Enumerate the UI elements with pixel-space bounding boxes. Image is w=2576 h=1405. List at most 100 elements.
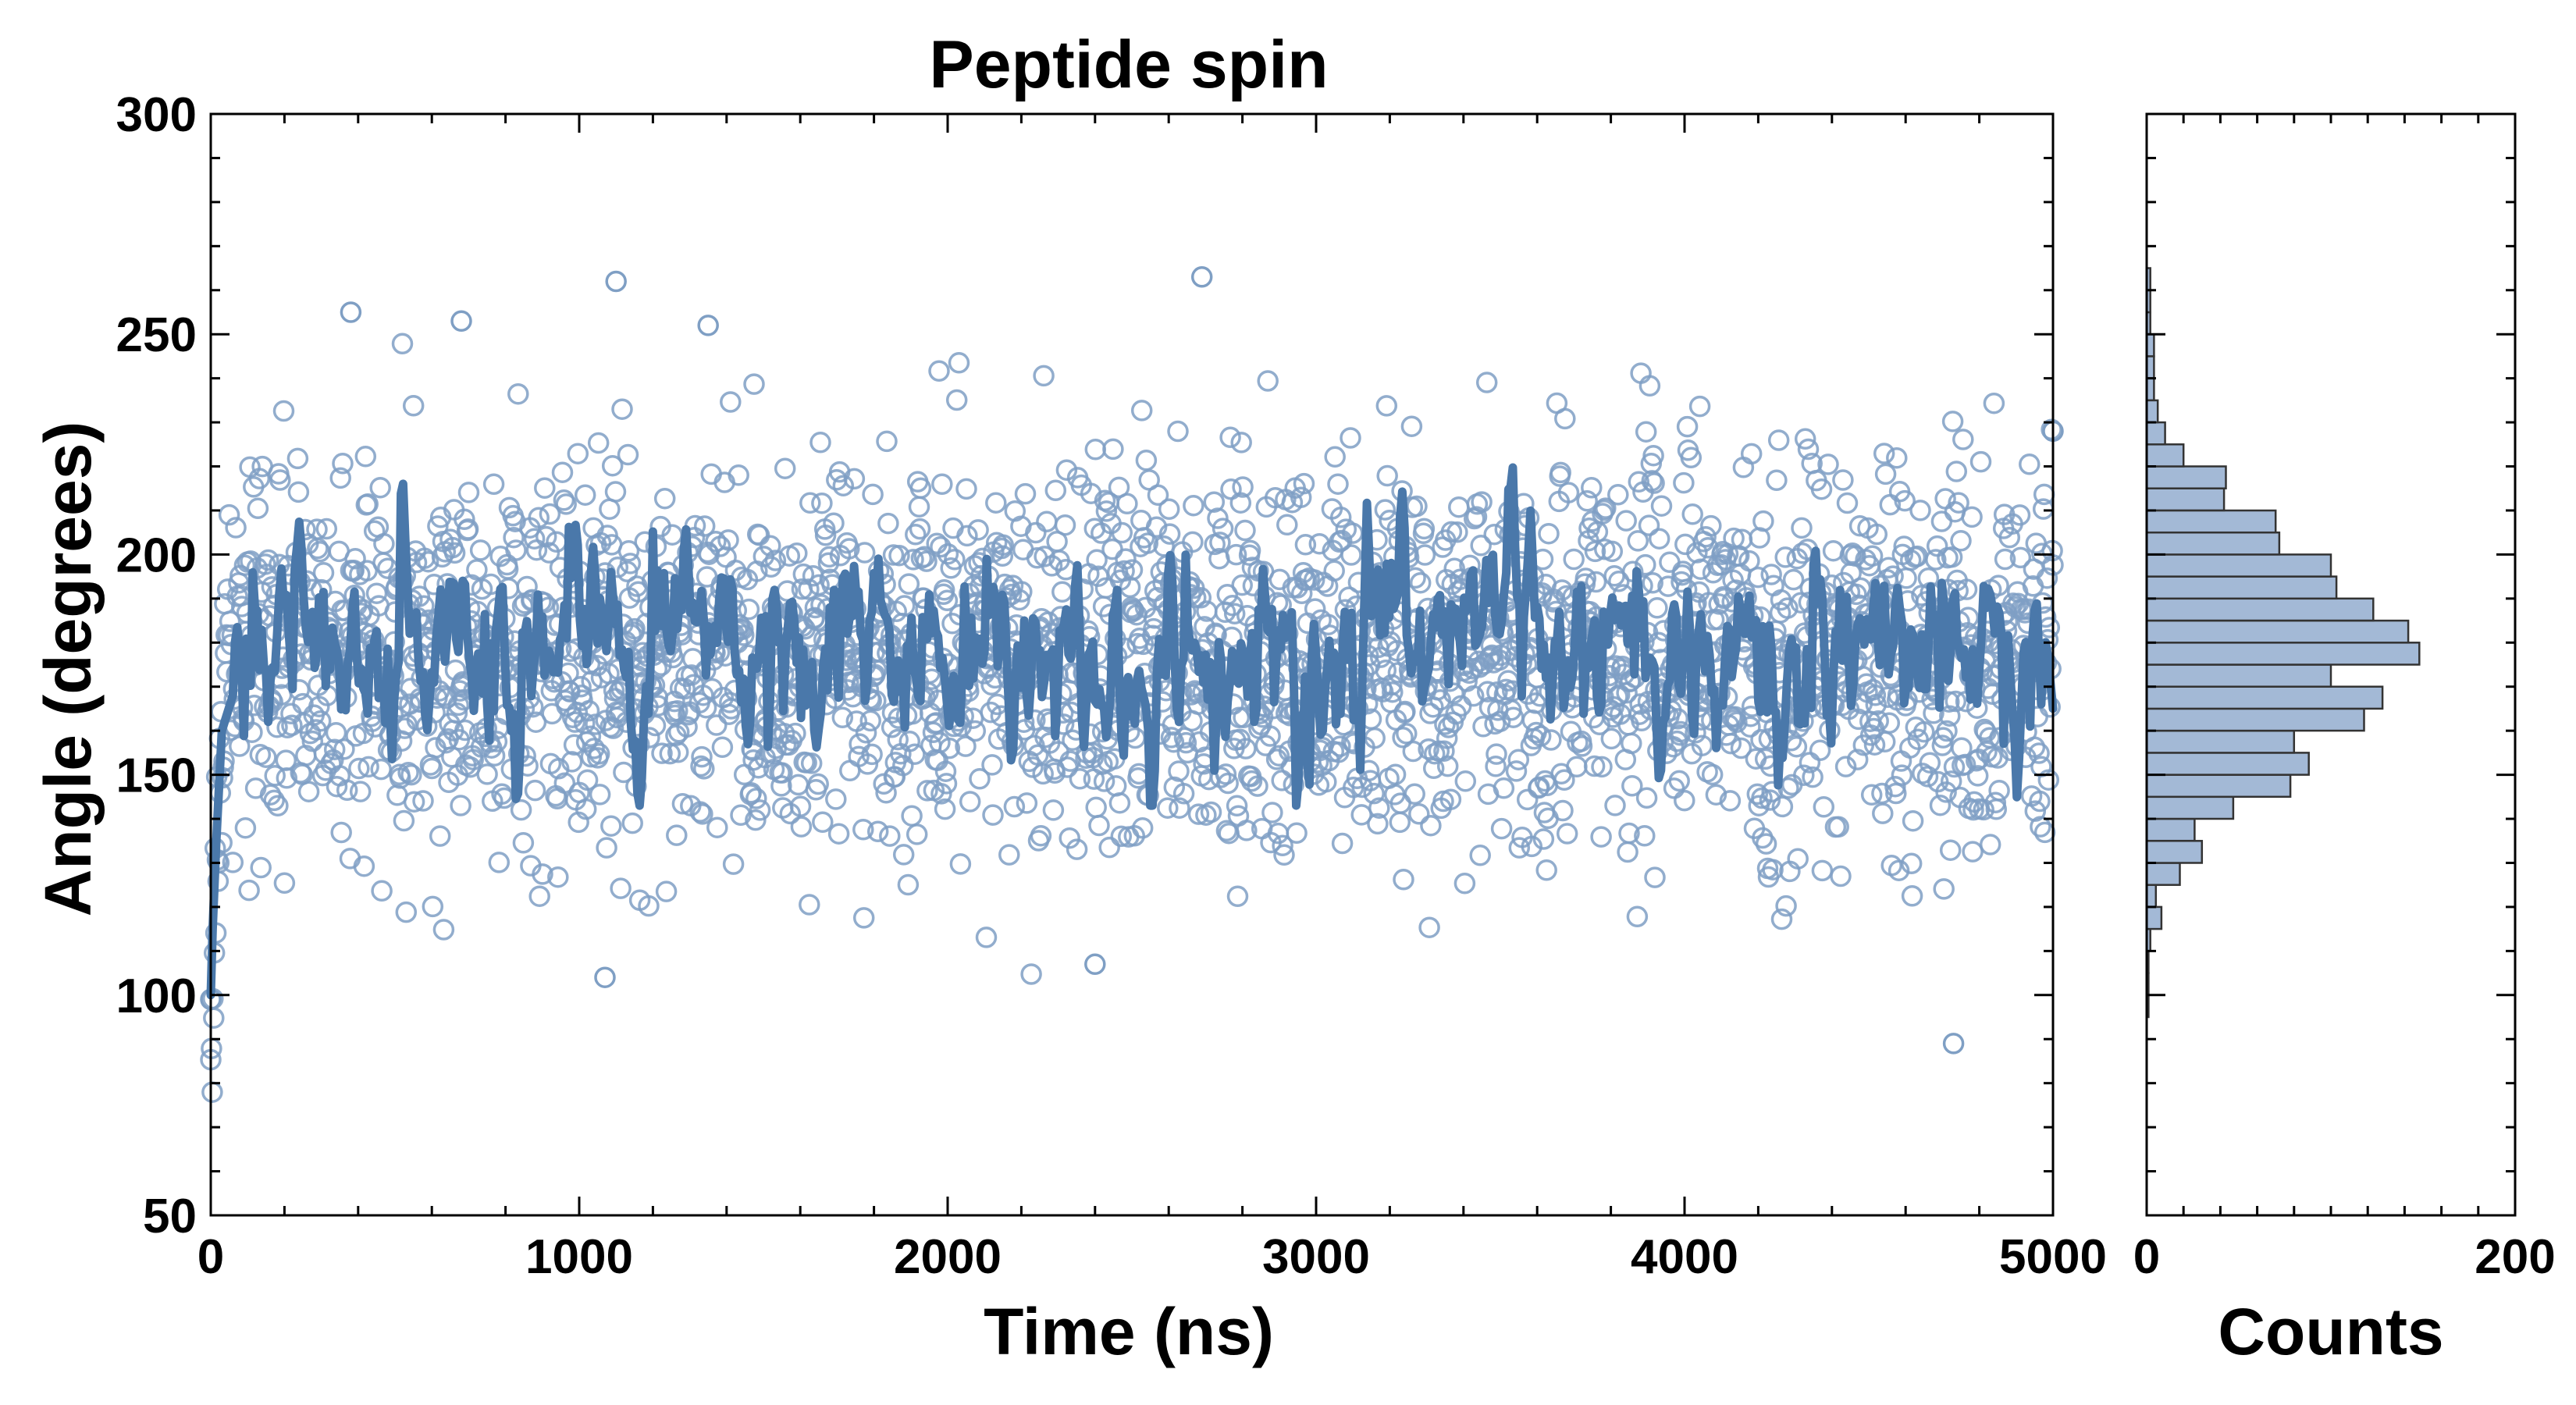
histogram-bar xyxy=(2145,487,2226,512)
scatter-point xyxy=(528,885,550,907)
scatter-point xyxy=(949,853,972,875)
scatter-point xyxy=(1364,727,1386,749)
scatter-point xyxy=(1873,443,1895,464)
scatter-point xyxy=(955,478,977,500)
scatter-point xyxy=(1340,544,1362,566)
scatter-point xyxy=(934,798,956,820)
scatter-point xyxy=(1130,400,1153,422)
scatter-point xyxy=(1601,540,1624,563)
scatter-point xyxy=(730,804,752,827)
scatter-point xyxy=(400,763,422,786)
scatter-point xyxy=(916,780,938,802)
scatter-point xyxy=(933,579,955,601)
scatter-point xyxy=(866,820,889,843)
scatter-point xyxy=(1638,514,1660,536)
scatter-point xyxy=(909,477,932,500)
scatter-point xyxy=(909,518,931,540)
scatter-point xyxy=(1315,770,1337,793)
scatter-point xyxy=(1402,740,1425,763)
scatter-point xyxy=(1759,789,1781,811)
scatter-point xyxy=(740,781,762,804)
scatter-point xyxy=(1203,491,1226,513)
scatter-point xyxy=(1557,482,1580,503)
scatter-point xyxy=(1408,803,1430,825)
scatter-point xyxy=(893,595,916,617)
scatter-point xyxy=(1030,824,1052,847)
scatter-point xyxy=(1939,839,1962,861)
scatter-point xyxy=(1628,471,1650,493)
scatter-point xyxy=(535,525,557,548)
scatter-point xyxy=(1676,415,1699,438)
histogram-bar xyxy=(2145,399,2159,424)
scatter-point xyxy=(800,752,823,774)
scatter-point xyxy=(1327,473,1349,495)
scatter-point xyxy=(1286,822,1308,845)
y-tick-label: 300 xyxy=(116,88,197,142)
scatter-point xyxy=(423,574,445,596)
scatter-point xyxy=(1443,557,1465,580)
histogram-bar xyxy=(2145,729,2296,754)
scatter-point xyxy=(605,270,627,293)
scatter-point xyxy=(1615,510,1637,532)
scatter-point xyxy=(336,779,358,802)
scatter-point xyxy=(964,720,987,742)
y-axis-label: Angle (degrees) xyxy=(31,422,105,917)
scatter-point xyxy=(1162,731,1185,753)
scatter-point xyxy=(855,722,877,744)
scatter-point xyxy=(1167,420,1189,443)
scatter-point xyxy=(931,473,953,496)
scatter-point xyxy=(1595,497,1617,519)
scatter-point xyxy=(1627,530,1649,552)
scatter-point xyxy=(1929,794,1952,816)
scatter-point xyxy=(1935,781,1957,803)
scatter-point xyxy=(1507,749,1530,770)
y-tick-label: 50 xyxy=(143,1190,197,1243)
x-axis-label: Time (ns) xyxy=(984,1295,1274,1368)
scatter-point xyxy=(1272,834,1293,857)
scatter-point xyxy=(555,493,577,515)
scatter-point xyxy=(1207,507,1229,529)
scatter-point xyxy=(358,756,379,778)
scatter-point xyxy=(832,475,855,496)
scatter-point xyxy=(267,795,289,817)
scatter-point xyxy=(1454,770,1477,792)
scatter-point xyxy=(395,901,418,923)
scatter-point xyxy=(1591,756,1613,778)
scatter-point xyxy=(1891,764,1913,786)
scatter-point xyxy=(1673,471,1695,494)
scatter-point xyxy=(1955,578,1978,600)
scatter-point xyxy=(1234,519,1256,542)
scatter-point xyxy=(1552,799,1574,822)
scatter-point xyxy=(1446,521,1468,543)
scatter-point xyxy=(1988,780,2010,802)
scatter-point xyxy=(1529,725,1552,747)
scatter-point xyxy=(525,711,547,733)
hist-x-tick-label: 200 xyxy=(2475,1230,2555,1284)
scatter-point xyxy=(403,791,425,813)
scatter-point xyxy=(695,696,717,719)
scatter-point xyxy=(1323,560,1345,582)
scatter-point xyxy=(340,301,362,323)
scatter-point xyxy=(1900,852,1923,875)
scatter-point xyxy=(1394,700,1416,723)
scatter-point xyxy=(589,532,612,554)
scatter-point xyxy=(1116,493,1138,515)
histogram-bar xyxy=(2145,795,2235,820)
scatter-point xyxy=(287,481,310,503)
scatter-point xyxy=(1066,838,1088,860)
scatter-point xyxy=(1919,752,1941,774)
scatter-point xyxy=(1642,572,1663,594)
scatter-point xyxy=(1414,544,1436,566)
scatter-point xyxy=(638,895,660,917)
scatter-point xyxy=(852,907,875,929)
scatter-point xyxy=(482,473,505,496)
scatter-point xyxy=(583,738,605,759)
scatter-point xyxy=(1469,845,1491,866)
scatter-point xyxy=(944,549,966,571)
scatter-point xyxy=(1680,446,1703,469)
scatter-point xyxy=(691,745,713,768)
scatter-point xyxy=(1508,837,1531,859)
scatter-point xyxy=(1945,461,1968,482)
scatter-point xyxy=(1674,789,1695,812)
scatter-point xyxy=(579,725,602,748)
